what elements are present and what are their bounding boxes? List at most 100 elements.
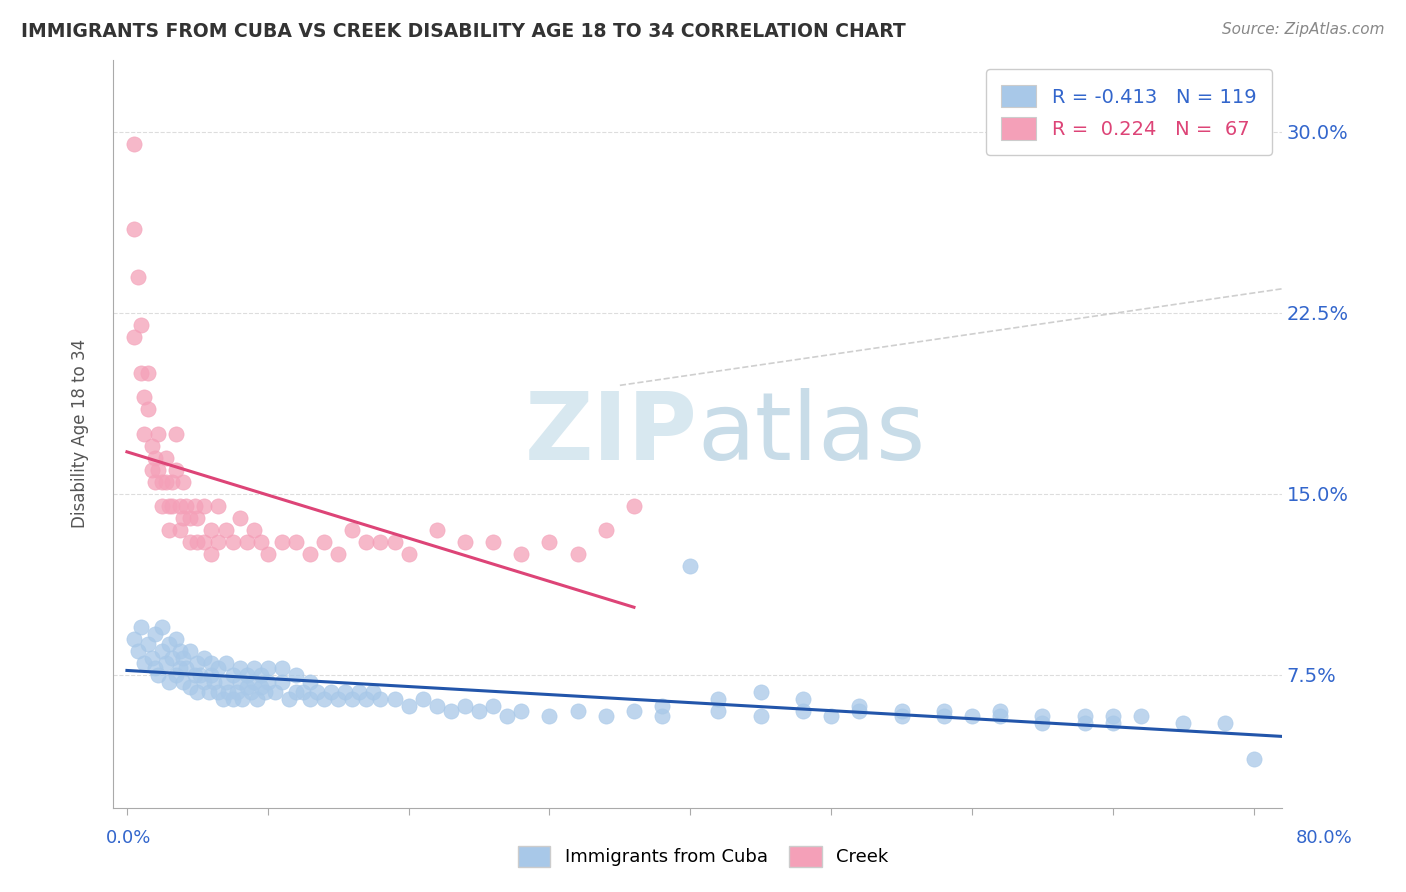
- Point: [370, 692, 392, 706]
- Point: [890, 704, 912, 718]
- Point: [188, 668, 211, 682]
- Point: [988, 709, 1011, 723]
- Point: [132, 656, 155, 670]
- Point: [200, 668, 222, 682]
- Point: [284, 535, 307, 549]
- Point: [328, 547, 350, 561]
- Point: [183, 668, 205, 682]
- Point: [160, 499, 183, 513]
- Point: [186, 511, 208, 525]
- Point: [328, 692, 350, 706]
- Point: [426, 699, 449, 714]
- Point: [468, 704, 491, 718]
- Point: [200, 523, 222, 537]
- Point: [249, 680, 271, 694]
- Point: [202, 675, 225, 690]
- Point: [235, 535, 257, 549]
- Point: [217, 685, 239, 699]
- Point: [172, 475, 194, 489]
- Point: [122, 221, 145, 235]
- Point: [890, 709, 912, 723]
- Point: [214, 656, 236, 670]
- Point: [179, 644, 201, 658]
- Point: [221, 668, 243, 682]
- Point: [169, 644, 191, 658]
- Point: [848, 699, 870, 714]
- Point: [207, 499, 229, 513]
- Point: [179, 511, 201, 525]
- Point: [1215, 716, 1237, 731]
- Point: [284, 668, 307, 682]
- Point: [160, 475, 183, 489]
- Point: [146, 463, 169, 477]
- Point: [256, 661, 278, 675]
- Point: [231, 692, 253, 706]
- Point: [398, 547, 420, 561]
- Point: [263, 685, 285, 699]
- Point: [342, 692, 364, 706]
- Point: [214, 523, 236, 537]
- Point: [169, 661, 191, 675]
- Y-axis label: Disability Age 18 to 34: Disability Age 18 to 34: [72, 339, 89, 528]
- Point: [595, 709, 617, 723]
- Point: [129, 318, 152, 332]
- Point: [146, 426, 169, 441]
- Point: [510, 547, 533, 561]
- Point: [143, 475, 166, 489]
- Legend: R = -0.413   N = 119, R =  0.224   N =  67: R = -0.413 N = 119, R = 0.224 N = 67: [986, 70, 1272, 155]
- Text: atlas: atlas: [697, 388, 925, 480]
- Point: [1243, 752, 1265, 766]
- Point: [482, 699, 505, 714]
- Point: [454, 699, 477, 714]
- Point: [172, 651, 194, 665]
- Point: [363, 685, 385, 699]
- Point: [988, 704, 1011, 718]
- Point: [792, 692, 814, 706]
- Point: [200, 656, 222, 670]
- Text: 80.0%: 80.0%: [1296, 829, 1353, 847]
- Point: [225, 685, 247, 699]
- Point: [707, 704, 730, 718]
- Point: [482, 535, 505, 549]
- Point: [623, 499, 645, 513]
- Point: [567, 547, 589, 561]
- Point: [122, 632, 145, 646]
- Point: [211, 692, 233, 706]
- Point: [160, 651, 183, 665]
- Point: [129, 620, 152, 634]
- Point: [127, 269, 149, 284]
- Point: [186, 656, 208, 670]
- Point: [651, 709, 673, 723]
- Point: [186, 685, 208, 699]
- Point: [398, 699, 420, 714]
- Point: [679, 559, 702, 574]
- Point: [440, 704, 463, 718]
- Point: [157, 523, 180, 537]
- Point: [155, 450, 177, 465]
- Point: [299, 675, 322, 690]
- Point: [228, 661, 250, 675]
- Point: [143, 627, 166, 641]
- Point: [749, 685, 772, 699]
- Point: [214, 675, 236, 690]
- Point: [496, 709, 519, 723]
- Point: [1130, 709, 1153, 723]
- Point: [284, 685, 307, 699]
- Point: [932, 709, 955, 723]
- Point: [314, 692, 336, 706]
- Point: [150, 620, 173, 634]
- Point: [253, 685, 276, 699]
- Point: [510, 704, 533, 718]
- Text: IMMIGRANTS FROM CUBA VS CREEK DISABILITY AGE 18 TO 34 CORRELATION CHART: IMMIGRANTS FROM CUBA VS CREEK DISABILITY…: [21, 22, 905, 41]
- Point: [1031, 716, 1053, 731]
- Point: [172, 675, 194, 690]
- Point: [356, 535, 378, 549]
- Point: [172, 511, 194, 525]
- Point: [193, 651, 215, 665]
- Point: [426, 523, 449, 537]
- Point: [127, 644, 149, 658]
- Point: [150, 475, 173, 489]
- Point: [270, 675, 292, 690]
- Point: [165, 463, 187, 477]
- Point: [384, 692, 406, 706]
